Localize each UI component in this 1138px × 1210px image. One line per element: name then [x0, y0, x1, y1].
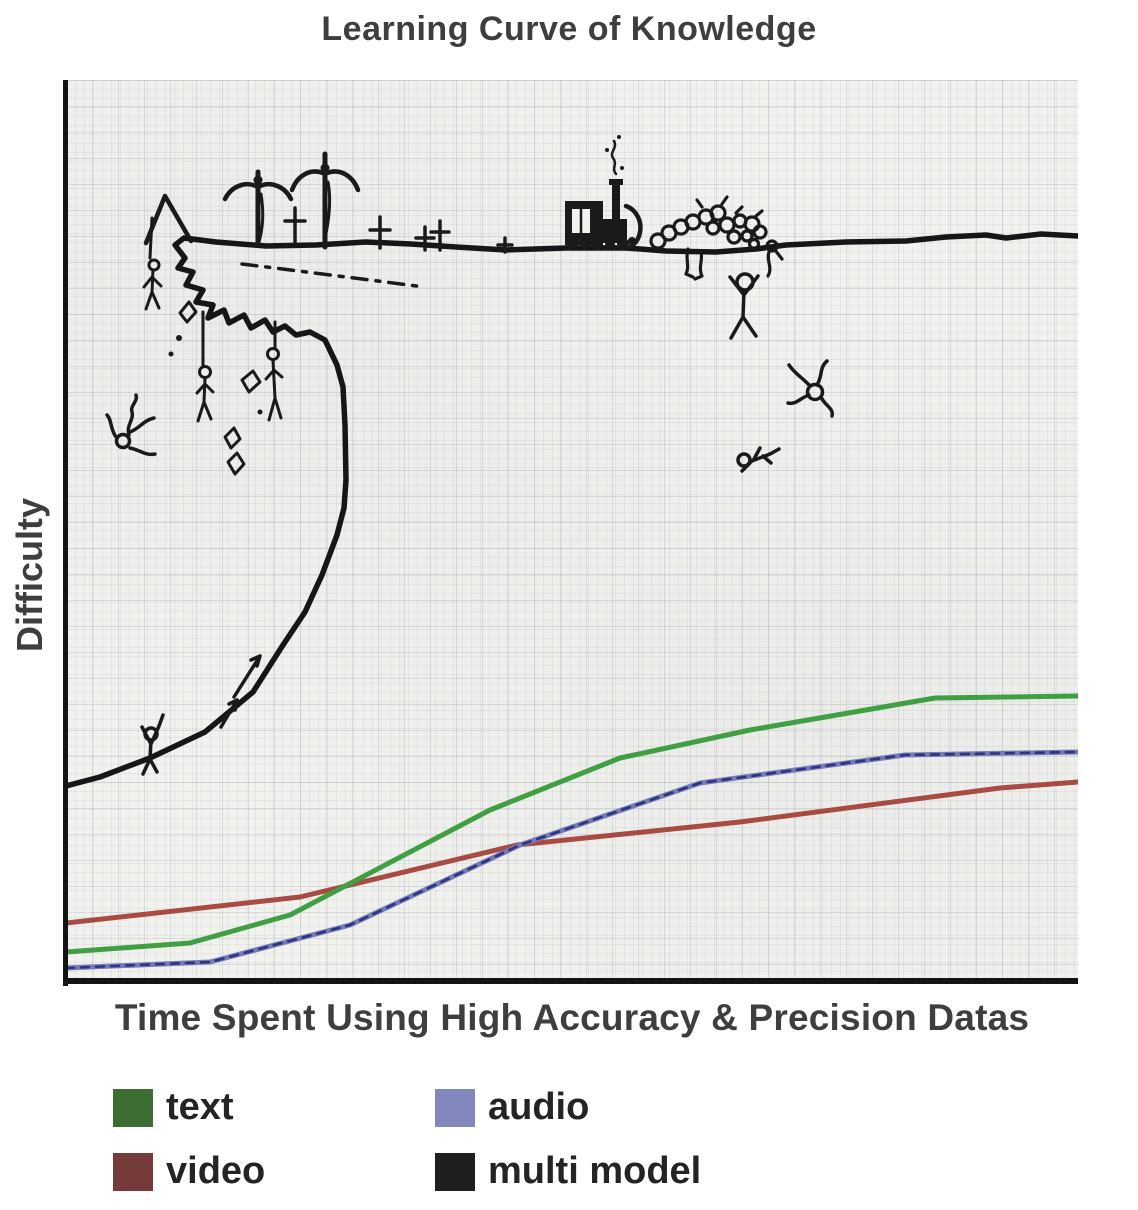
chart-title: Learning Curve of Knowledge — [321, 10, 817, 48]
x-axis-label: Time Spent Using High Accuracy & Precisi… — [114, 997, 1030, 1038]
legend-label-multi-model: multi model — [488, 1150, 702, 1192]
video-curve — [66, 779, 1078, 926]
tumbling-figure — [786, 359, 835, 418]
climbing-figure-with-arrows — [140, 654, 262, 776]
legend-label-text: text — [166, 1086, 234, 1128]
legend-swatch-audio — [435, 1088, 475, 1127]
hanging-figure-drawing — [264, 320, 284, 422]
crucifix-drawing — [222, 169, 294, 247]
legend-swatch-multi-model — [435, 1152, 475, 1191]
gallows-drawing — [142, 193, 194, 311]
y-axis-label: Difficulty — [9, 497, 50, 653]
plot-area — [66, 80, 1078, 980]
x-axis-line — [63, 978, 1078, 984]
crucifix-drawing — [289, 151, 361, 250]
bulldozer-blade — [623, 203, 643, 250]
hand-drawn-scene — [66, 135, 1078, 971]
grave-crosses-drawing — [283, 206, 514, 254]
tumbling-figure-lower-left — [105, 393, 157, 457]
legend-item-multi-model: multi model — [435, 1150, 701, 1193]
multi-model-cliff-curve — [66, 231, 1078, 789]
legend-swatch-video — [113, 1152, 153, 1191]
smoke-squiggle — [610, 139, 618, 176]
dangling-legs — [684, 247, 704, 281]
crack-line-drawing — [240, 262, 426, 289]
legend-item-text: text — [113, 1086, 435, 1129]
falling-figure-arms-up — [728, 272, 760, 340]
legend-label-audio: audio — [488, 1086, 590, 1128]
body-pile-drawing — [649, 195, 784, 281]
bulldozer-drawing — [565, 135, 643, 250]
sprawled-figure — [736, 446, 781, 473]
legend: text audio video multi model — [113, 1086, 701, 1193]
legend-label-video: video — [166, 1150, 266, 1192]
up-arrow — [219, 698, 239, 729]
y-axis-line — [63, 80, 68, 986]
legend-item-video: video — [113, 1150, 435, 1193]
legend-swatch-text — [113, 1088, 153, 1127]
up-arrow — [232, 654, 262, 699]
legend-item-audio: audio — [435, 1086, 701, 1129]
text-curve — [66, 693, 1078, 955]
figure-slipping-off-edge — [766, 248, 784, 278]
hanging-figure-drawing — [195, 310, 215, 423]
audio-curve-dotted-core — [66, 750, 1078, 970]
falling-rocks-drawing — [168, 300, 263, 476]
